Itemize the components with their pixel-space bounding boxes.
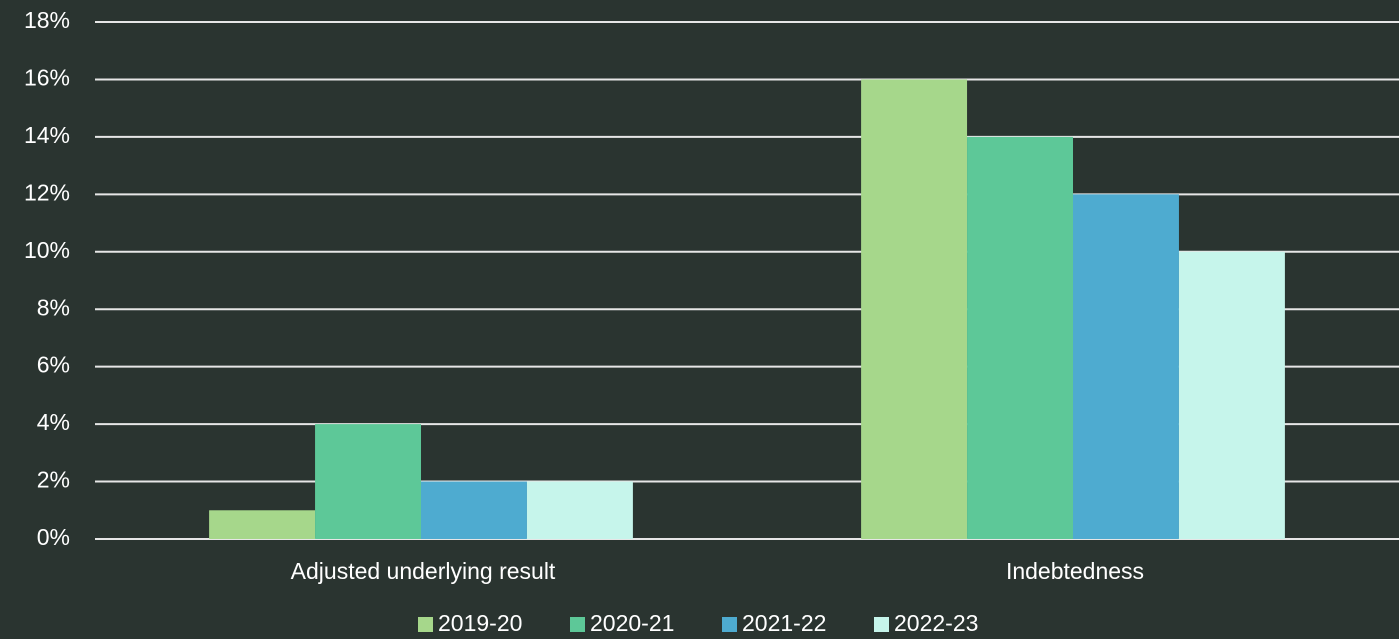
legend-label: 2019-20 bbox=[438, 610, 522, 636]
y-tick-label: 10% bbox=[24, 237, 70, 263]
bar bbox=[1073, 194, 1179, 540]
bar bbox=[967, 136, 1073, 539]
y-tick-label: 6% bbox=[37, 352, 70, 378]
bar bbox=[526, 481, 633, 539]
legend-swatch bbox=[874, 617, 889, 632]
y-tick-label: 18% bbox=[24, 7, 70, 33]
bar bbox=[1178, 251, 1285, 539]
legend-swatch bbox=[722, 617, 737, 632]
y-tick-label: 0% bbox=[37, 524, 70, 550]
x-tick-label: Adjusted underlying result bbox=[291, 558, 556, 584]
y-tick-label: 8% bbox=[37, 294, 70, 320]
bar bbox=[315, 424, 421, 539]
bar bbox=[209, 510, 316, 539]
x-tick-label: Indebtedness bbox=[1006, 558, 1144, 584]
legend-swatch bbox=[418, 617, 433, 632]
y-tick-label: 16% bbox=[24, 65, 70, 91]
legend-label: 2022-23 bbox=[894, 610, 978, 636]
legend-swatch bbox=[570, 617, 585, 632]
legend-label: 2020-21 bbox=[590, 610, 674, 636]
bar bbox=[421, 481, 527, 539]
bar bbox=[861, 79, 968, 539]
y-tick-label: 12% bbox=[24, 179, 70, 205]
y-tick-label: 2% bbox=[37, 467, 70, 493]
y-tick-label: 4% bbox=[37, 409, 70, 435]
y-tick-label: 14% bbox=[24, 122, 70, 148]
legend-label: 2021-22 bbox=[742, 610, 826, 636]
